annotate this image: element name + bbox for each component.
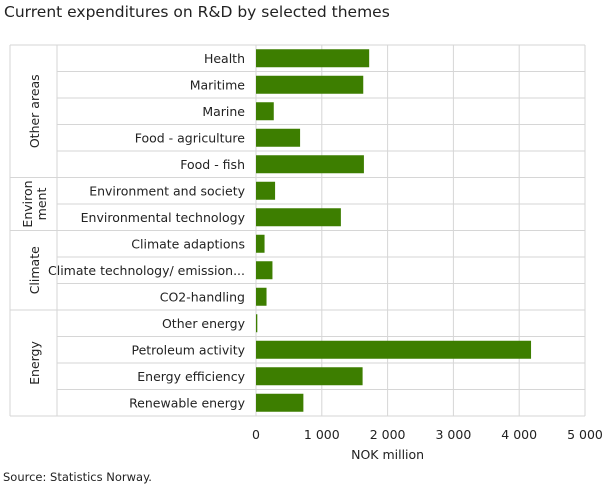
bar	[256, 49, 370, 68]
bar	[256, 75, 364, 94]
bar	[256, 155, 364, 174]
category-label: Food - fish	[180, 157, 245, 172]
x-tick-label: 0	[252, 427, 260, 442]
group-label: ment	[34, 188, 49, 221]
bar	[256, 181, 276, 200]
group-label: Energy	[27, 341, 42, 385]
x-tick-label: 2 000	[370, 427, 406, 442]
category-label: Environment and society	[89, 183, 245, 198]
chart-title: Current expenditures on R&D by selected …	[4, 3, 390, 21]
bar	[256, 367, 363, 386]
x-tick-label: 5 000	[567, 427, 603, 442]
category-label: Environmental technology	[81, 210, 246, 225]
x-tick-label: 1 000	[304, 427, 340, 442]
category-label: Climate technology/ emission...	[48, 263, 245, 278]
x-tick-label: 4 000	[501, 427, 537, 442]
group-label: Other areas	[27, 74, 42, 148]
category-label: Maritime	[190, 77, 246, 92]
bar	[256, 128, 301, 147]
group-label: Environ	[20, 180, 35, 227]
x-axis-label: NOK million	[351, 447, 424, 462]
category-label: Climate adaptions	[131, 236, 245, 251]
category-label: Energy efficiency	[137, 369, 245, 384]
category-label: CO2-handling	[160, 289, 245, 304]
bar	[256, 393, 304, 412]
bar	[256, 102, 274, 121]
x-tick-label: 3 000	[436, 427, 472, 442]
category-label: Marine	[202, 104, 245, 119]
category-label: Food - agriculture	[135, 130, 246, 145]
category-label: Other energy	[162, 316, 246, 331]
bar	[256, 287, 267, 306]
category-label: Health	[204, 51, 245, 66]
bar	[256, 340, 532, 359]
category-label: Petroleum activity	[131, 342, 245, 357]
bar	[256, 208, 341, 227]
bar	[256, 234, 265, 253]
source-note: Source: Statistics Norway.	[3, 470, 152, 484]
bar	[256, 261, 273, 280]
category-label: Renewable energy	[129, 395, 246, 410]
bar	[256, 314, 258, 333]
group-label: Climate	[27, 246, 42, 294]
